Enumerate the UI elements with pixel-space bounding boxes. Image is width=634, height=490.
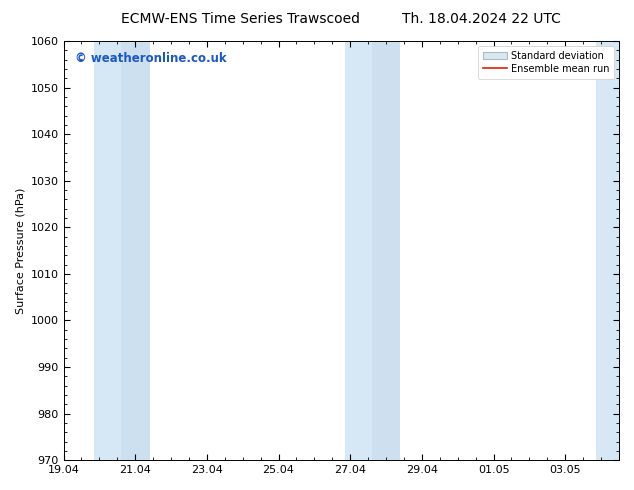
Y-axis label: Surface Pressure (hPa): Surface Pressure (hPa) xyxy=(15,187,25,314)
Bar xyxy=(596,41,619,460)
Text: Th. 18.04.2024 22 UTC: Th. 18.04.2024 22 UTC xyxy=(403,12,561,26)
Text: ECMW-ENS Time Series Trawscoed: ECMW-ENS Time Series Trawscoed xyxy=(122,12,360,26)
Bar xyxy=(372,41,401,460)
Legend: Standard deviation, Ensemble mean run: Standard deviation, Ensemble mean run xyxy=(478,46,614,78)
Bar xyxy=(121,41,150,460)
Bar xyxy=(345,41,372,460)
Bar xyxy=(94,41,121,460)
Text: © weatheronline.co.uk: © weatheronline.co.uk xyxy=(75,51,226,65)
